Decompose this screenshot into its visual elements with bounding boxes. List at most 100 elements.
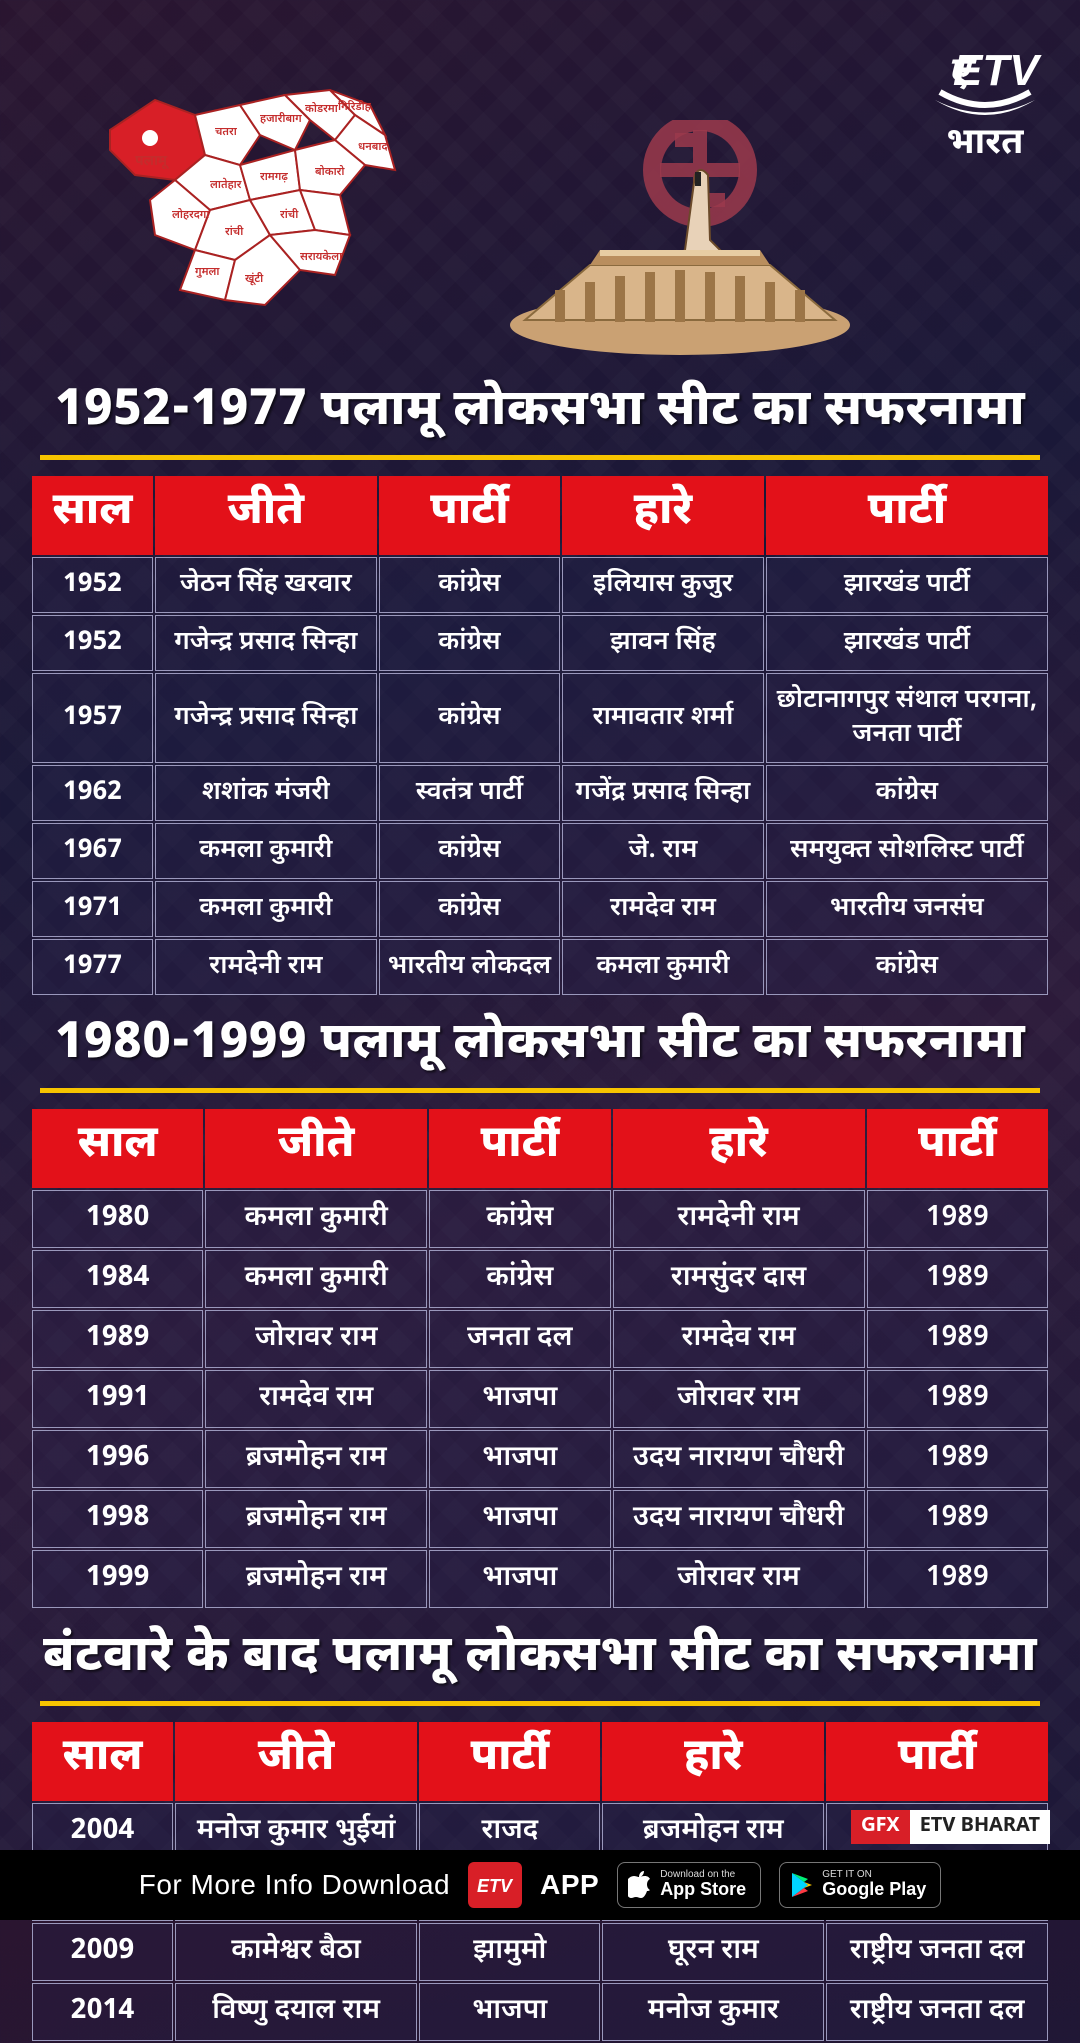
column-header: हारे (602, 1722, 824, 1801)
divider (40, 455, 1040, 460)
gfx-channel: ETV BHARAT (910, 1810, 1050, 1844)
table-cell: झारखंड पार्टी (766, 557, 1048, 613)
section-title-1: 1952-1977 पलामू लोकसभा सीट का सफरनामा (30, 380, 1050, 445)
table-cell: शशांक मंजरी (155, 765, 377, 821)
table-cell: गजेंद्र प्रसाद सिन्हा (562, 765, 764, 821)
table-cell: जोरावर राम (613, 1550, 865, 1608)
table-cell: 1989 (867, 1370, 1048, 1428)
svg-text:कोडरमा: कोडरमा (305, 102, 339, 117)
appstore-big: App Store (660, 1880, 746, 1900)
svg-text:गिरिडीह: गिरिडीह (338, 100, 372, 115)
table-cell: कमला कुमारी (205, 1190, 427, 1248)
table-cell: कांग्रेस (766, 939, 1048, 995)
svg-text:ETV: ETV (953, 46, 1042, 95)
footer-app-label: APP (540, 1869, 599, 1901)
table-cell: कांग्रेस (379, 881, 560, 937)
gplay-big: Google Play (822, 1880, 926, 1900)
svg-text:रांची: रांची (280, 208, 299, 223)
table-cell: भाजपा (429, 1430, 610, 1488)
table-cell: भाजपा (429, 1490, 610, 1548)
table-cell: उदय नारायण चौधरी (613, 1430, 865, 1488)
table-cell: 2014 (32, 1983, 173, 2041)
svg-text:खूंटी: खूंटी (245, 272, 264, 287)
table-cell: 1998 (32, 1490, 203, 1548)
table-cell: 1977 (32, 939, 153, 995)
table-cell: रामदेव राम (205, 1370, 427, 1428)
table-cell: भारतीय लोकदल (379, 939, 560, 995)
footer-bar: For More Info Download ETV APP Download … (0, 1850, 1080, 1920)
table-cell: 1952 (32, 615, 153, 671)
svg-text:सरायकेला: सरायकेला (300, 249, 343, 265)
table-cell: रामसुंदर दास (613, 1250, 865, 1308)
table-cell: कांग्रेस (379, 823, 560, 879)
table-cell: भाजपा (419, 1983, 600, 2041)
content: 1952-1977 पलामू लोकसभा सीट का सफरनामा सा… (0, 380, 1080, 2043)
column-header: हारे (562, 476, 764, 555)
table-row: 1996ब्रजमोहन रामभाजपाउदय नारायण चौधरी198… (32, 1430, 1048, 1488)
table-cell: 1989 (867, 1190, 1048, 1248)
table-cell: कांग्रेस (429, 1190, 610, 1248)
gfx-credit: GFX ETV BHARAT (851, 1810, 1050, 1844)
footer-app-icon: ETV (468, 1862, 522, 1908)
column-header: पार्टी (826, 1722, 1048, 1801)
state-map: पलामू चतरा हजारीबाग कोडरमा गिरिडीह धनबाद… (100, 60, 400, 330)
table-cell: 1991 (32, 1370, 203, 1428)
section-title-2: 1980-1999 पलामू लोकसभा सीट का सफरनामा (30, 1013, 1050, 1078)
table-row: 1989जोरावर रामजनता दलरामदेव राम1989 (32, 1310, 1048, 1368)
table-row: 1984कमला कुमारीकांग्रेसरामसुंदर दास1989 (32, 1250, 1048, 1308)
table-cell: कांग्रेस (379, 615, 560, 671)
table-cell: जनता दल (429, 1310, 610, 1368)
table-row: 1998ब्रजमोहन रामभाजपाउदय नारायण चौधरी198… (32, 1490, 1048, 1548)
table-cell: इलियास कुजुर (562, 557, 764, 613)
divider (40, 1088, 1040, 1093)
table-cell: ब्रजमोहन राम (205, 1550, 427, 1608)
table-cell: 1989 (867, 1490, 1048, 1548)
table-cell: भाजपा (429, 1550, 610, 1608)
table-cell: गजेन्द्र प्रसाद सिन्हा (155, 615, 377, 671)
column-header: साल (32, 1109, 203, 1188)
table-cell: कांग्रेस (379, 673, 560, 763)
svg-text:लोहरदगा: लोहरदगा (172, 208, 210, 223)
table-cell: कांग्रेस (766, 765, 1048, 821)
section-title-3: बंटवारे के बाद पलामू लोकसभा सीट का सफरना… (30, 1626, 1050, 1691)
table-cell: उदय नारायण चौधरी (613, 1490, 865, 1548)
table-row: 1999ब्रजमोहन रामभाजपाजोरावर राम1989 (32, 1550, 1048, 1608)
table-cell: भारतीय जनसंघ (766, 881, 1048, 937)
svg-text:रामगढ़: रामगढ़ (260, 171, 288, 185)
column-header: साल (32, 1722, 173, 1801)
table-row: 2014विष्णु दयाल रामभाजपामनोज कुमारराष्ट्… (32, 1983, 1048, 2041)
table-cell: छोटानागपुर संथाल परगना, जनता पार्टी (766, 673, 1048, 763)
column-header: पार्टी (419, 1722, 600, 1801)
table-cell: विष्णु दयाल राम (175, 1983, 417, 2041)
svg-text:गुमला: गुमला (195, 266, 220, 280)
parliament-graphic (500, 120, 860, 360)
column-header: पार्टी (766, 476, 1048, 555)
election-table-1: सालजीतेपार्टीहारेपार्टी1952जेठन सिंह खरव… (30, 474, 1050, 997)
table-cell: कमला कुमारी (155, 823, 377, 879)
svg-text:लातेहार: लातेहार (210, 177, 242, 193)
table-cell: समयुक्त सोशलिस्ट पार्टी (766, 823, 1048, 879)
table-cell: 1962 (32, 765, 153, 821)
logo-text: भारत (920, 121, 1050, 168)
table-cell: झामुमो (419, 1923, 600, 1981)
column-header: साल (32, 476, 153, 555)
divider (40, 1701, 1040, 1706)
table-cell: झावन सिंह (562, 615, 764, 671)
table-cell: 1996 (32, 1430, 203, 1488)
table-cell: कांग्रेस (379, 557, 560, 613)
table-cell: 1980 (32, 1190, 203, 1248)
header-graphics: पलामू चतरा हजारीबाग कोडरमा गिरिडीह धनबाद… (0, 0, 1080, 380)
table-cell: झारखंड पार्टी (766, 615, 1048, 671)
appstore-badge[interactable]: Download on the App Store (617, 1862, 761, 1908)
table-cell: 1989 (32, 1310, 203, 1368)
svg-text:रांची: रांची (225, 225, 244, 240)
svg-text:हजारीबाग: हजारीबाग (260, 112, 302, 127)
table-row: 1980कमला कुमारीकांग्रेसरामदेनी राम1989 (32, 1190, 1048, 1248)
table-cell: कमला कुमारी (562, 939, 764, 995)
svg-text:धनबाद: धनबाद (358, 141, 388, 155)
table-row: 1991रामदेव रामभाजपाजोरावर राम1989 (32, 1370, 1048, 1428)
table-cell: रामावतार शर्मा (562, 673, 764, 763)
googleplay-badge[interactable]: GET IT ON Google Play (779, 1862, 941, 1908)
table-cell: रामदेनी राम (155, 939, 377, 995)
svg-text:चतरा: चतरा (215, 126, 238, 140)
